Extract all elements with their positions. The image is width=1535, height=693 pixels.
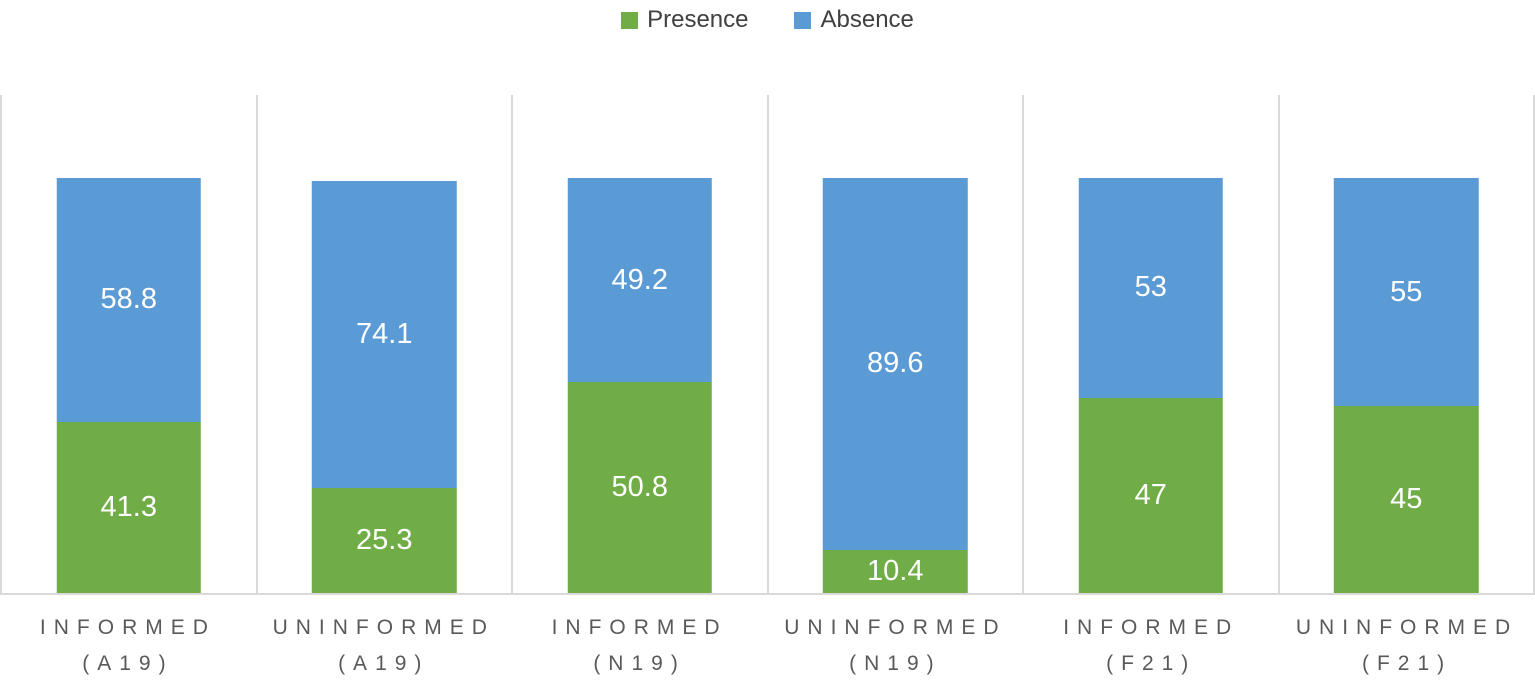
bar-value-label: 53 (1134, 271, 1167, 304)
stacked-bar: 10.4 89.6 (823, 178, 968, 593)
category-label-line: (N19) (593, 652, 686, 675)
category-label-line: INFORMED (551, 616, 728, 639)
bar-segment-presence: 10.4 (823, 549, 968, 593)
category-label: UNINFORMED (F21) (1279, 610, 1535, 682)
bar-value-label: 55 (1390, 275, 1423, 308)
category-panel: 10.4 89.6 (766, 95, 1023, 593)
bar-value-label: 10.4 (867, 554, 924, 587)
bar-value-label: 25.3 (356, 524, 413, 556)
absence-swatch-icon (794, 11, 812, 29)
category-label-line: (F21) (1106, 652, 1197, 675)
bar-value-label: 41.3 (100, 490, 157, 523)
legend-label-absence: Absence (820, 6, 914, 33)
presence-swatch-icon (621, 11, 639, 29)
category-label-line: UNINFORMED (1295, 616, 1519, 639)
bar-segment-absence: 53 (1078, 178, 1223, 398)
category-label-line: (A19) (338, 652, 430, 675)
bar-value-label: 50.8 (611, 471, 668, 504)
category-label: INFORMED (F21) (1023, 610, 1279, 682)
category-panel: 50.8 49.2 (511, 95, 767, 593)
category-panel: 47 53 (1022, 95, 1278, 593)
category-label-line: INFORMED (1063, 616, 1240, 639)
bar-value-label: 74.1 (356, 317, 413, 350)
bar-segment-presence: 47 (1078, 397, 1223, 593)
category-panel: 41.3 58.8 (0, 95, 256, 593)
legend-item-absence: Absence (794, 6, 914, 34)
bar-segment-presence: 45 (1334, 406, 1479, 593)
bar-value-label: 89.6 (867, 347, 924, 380)
legend: Presence Absence (0, 6, 1535, 34)
bar-segment-presence: 41.3 (56, 421, 201, 593)
legend-item-presence: Presence (621, 6, 748, 34)
category-label-line: UNINFORMED (784, 616, 1007, 639)
plot-area: 41.3 58.8 25.3 74.1 50.8 49.2 10.4 89.6 47 53 45 55 (0, 95, 1535, 593)
stacked-bar: 41.3 58.8 (56, 177, 201, 593)
bar-value-label: 45 (1390, 483, 1423, 516)
bar-segment-absence: 89.6 (823, 178, 968, 550)
bar-value-label: 47 (1134, 478, 1167, 511)
category-label-line: INFORMED (39, 616, 216, 639)
category-label-line: (F21) (1361, 652, 1453, 675)
category-label-line: (N19) (849, 652, 942, 675)
category-label-line: (A19) (82, 652, 174, 675)
category-label: UNINFORMED (A19) (256, 610, 512, 682)
category-panel: 45 55 (1277, 95, 1534, 593)
bar-segment-presence: 50.8 (567, 382, 712, 593)
legend-label-presence: Presence (647, 6, 749, 33)
bar-segment-absence: 49.2 (567, 178, 712, 383)
category-label-line: UNINFORMED (272, 616, 495, 639)
category-panel: 25.3 74.1 (255, 95, 512, 593)
bar-segment-presence: 25.3 (312, 488, 457, 593)
category-label: INFORMED (A19) (0, 610, 256, 682)
bar-segment-absence: 55 (1334, 178, 1479, 407)
stacked-bar: 50.8 49.2 (567, 178, 712, 593)
x-axis-line (0, 593, 1535, 595)
stacked-bar: 45 55 (1334, 178, 1479, 593)
bar-segment-absence: 74.1 (312, 180, 457, 489)
category-label: UNINFORMED (N19) (767, 610, 1023, 682)
category-axis-labels: INFORMED (A19) UNINFORMED (A19) INFORMED (N19… (0, 610, 1535, 682)
bar-value-label: 49.2 (611, 263, 668, 296)
bar-value-label: 58.8 (100, 283, 157, 316)
bar-segment-absence: 58.8 (56, 177, 201, 422)
stacked-bar: 25.3 74.1 (312, 180, 457, 593)
stacked-bar: 47 53 (1078, 178, 1223, 593)
category-label: INFORMED (N19) (512, 610, 768, 682)
